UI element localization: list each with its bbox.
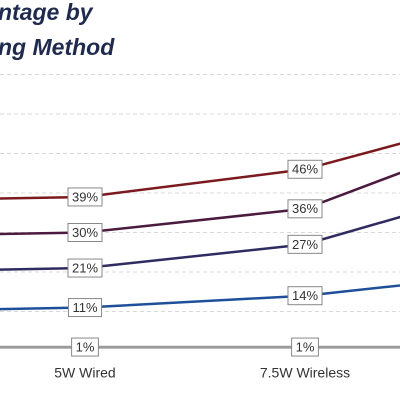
data-label: 46% (287, 159, 323, 179)
data-label: 11% (67, 298, 103, 318)
label-box (287, 199, 323, 219)
label-box (67, 223, 103, 242)
value-label: 30% (72, 225, 98, 240)
label-box (67, 298, 103, 318)
x-tick-label: 5W Wired (54, 365, 115, 381)
value-label: 46% (292, 162, 318, 177)
series-line (0, 215, 400, 271)
data-label: 30% (67, 223, 103, 242)
value-label: 21% (72, 260, 98, 275)
label-box (287, 159, 323, 179)
label-box (67, 187, 103, 207)
x-tick-label: 7.5W Wireless (260, 365, 350, 381)
label-box (71, 337, 99, 357)
label-box (287, 234, 323, 254)
value-label: 1% (296, 339, 315, 354)
data-label: 1% (291, 337, 319, 357)
data-label: 39% (67, 187, 103, 207)
label-box (287, 286, 323, 306)
label-box (291, 337, 319, 357)
value-label: 11% (72, 300, 97, 315)
data-label: 36% (287, 199, 323, 219)
data-label: 27% (287, 234, 323, 254)
series-line (0, 171, 400, 236)
chart-title: ntage by (0, 0, 94, 25)
data-label: 1% (71, 337, 99, 357)
value-label: 27% (292, 237, 318, 252)
value-label: 39% (72, 189, 98, 204)
label-box (67, 258, 103, 278)
value-label: 14% (292, 288, 318, 303)
value-label: 1% (76, 339, 95, 354)
data-label: 21% (67, 258, 103, 278)
series-line (0, 142, 400, 200)
chart-title: ng Method (0, 34, 115, 60)
series-line (0, 284, 400, 311)
value-label: 36% (292, 201, 318, 216)
data-label: 14% (287, 286, 323, 306)
